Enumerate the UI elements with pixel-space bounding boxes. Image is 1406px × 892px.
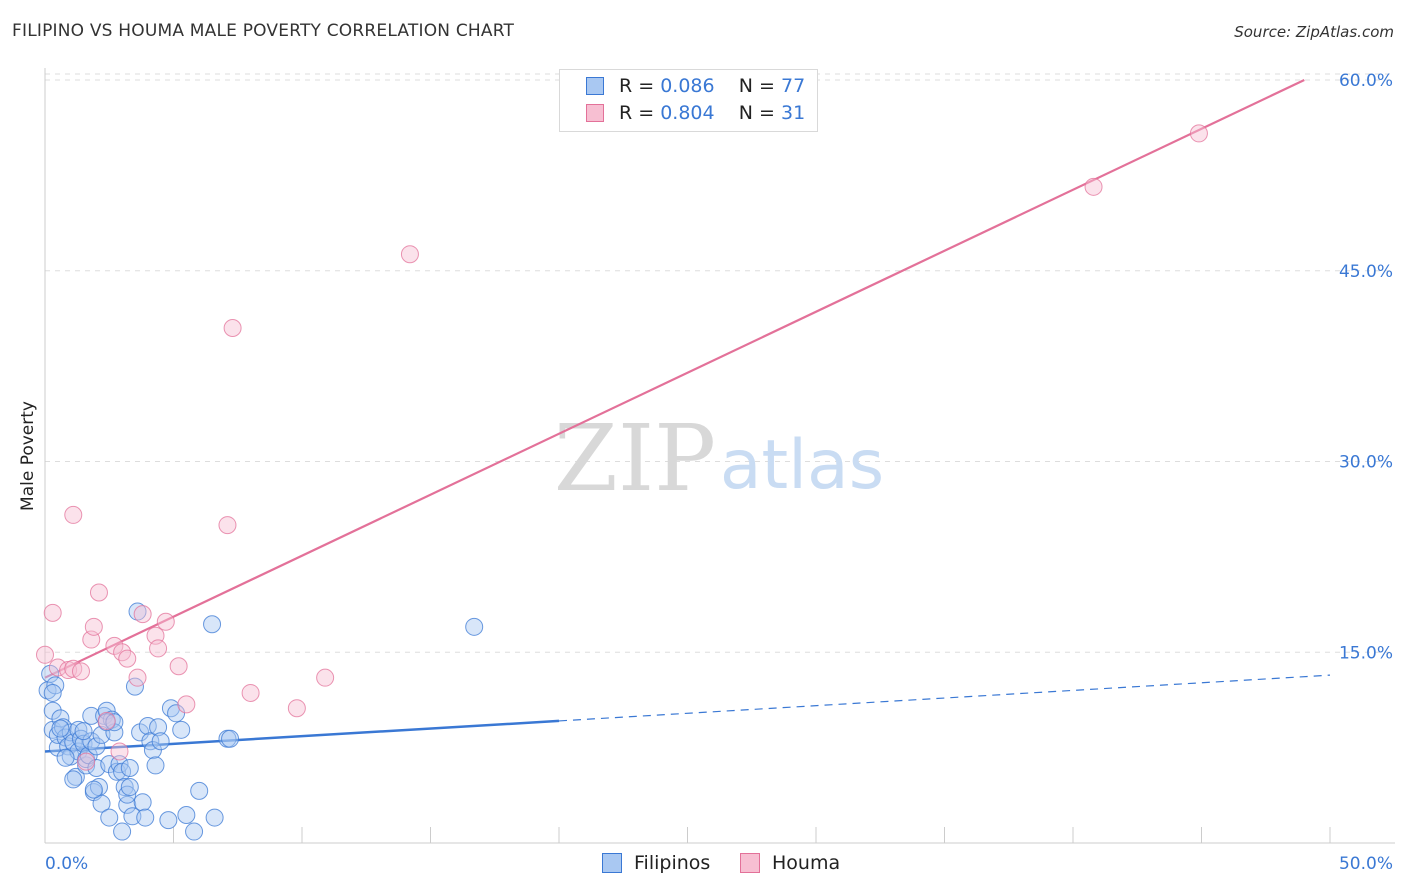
watermark-zip: ZIP — [554, 405, 716, 512]
watermark-atlas: atlas — [720, 426, 884, 505]
point-houma — [71, 662, 90, 681]
legend-n-label: N = — [738, 75, 775, 97]
point-filipinos — [167, 704, 186, 723]
point-houma — [84, 617, 103, 636]
point-houma — [48, 658, 67, 677]
point-filipinos — [190, 781, 209, 800]
point-filipinos — [43, 683, 62, 702]
chart-source: Source: ZipAtlas.com — [1234, 23, 1394, 41]
bottom-legend-swatch-filipinos — [602, 853, 622, 873]
point-filipinos — [118, 795, 137, 814]
point-filipinos — [56, 748, 75, 767]
point-filipinos — [64, 770, 83, 789]
chart-title: FILIPINO VS HOUMA MALE POVERTY CORRELATI… — [12, 21, 515, 41]
point-filipinos — [82, 732, 101, 751]
point-filipinos — [136, 808, 155, 827]
legend-r-value-houma: 0.804 — [660, 102, 715, 124]
point-filipinos — [100, 808, 119, 827]
point-houma — [77, 752, 96, 771]
point-filipinos — [113, 822, 132, 841]
point-houma — [97, 711, 116, 730]
point-houma — [218, 516, 237, 535]
point-filipinos — [84, 780, 103, 799]
point-filipinos — [133, 793, 152, 812]
point-filipinos — [161, 699, 180, 718]
point-filipinos — [120, 758, 139, 777]
legend-r-label: R = — [619, 75, 655, 97]
point-houma — [133, 605, 152, 624]
point-houma — [169, 657, 188, 676]
point-houma — [149, 639, 168, 658]
point-houma — [1084, 177, 1103, 196]
legend-swatch-filipinos — [586, 77, 604, 95]
point-filipinos — [205, 808, 224, 827]
point-filipinos — [120, 778, 139, 797]
point-houma — [64, 505, 83, 524]
bottom-legend-label-filipinos: Filipinos — [634, 852, 711, 874]
point-houma — [105, 636, 124, 655]
legend-r-label: R = — [619, 102, 655, 124]
x-tick-label-min: 0.0% — [45, 854, 88, 874]
y-tick-label: 60.0% — [1339, 71, 1393, 91]
point-filipinos — [66, 767, 85, 786]
point-filipinos — [203, 615, 222, 634]
bottom-legend-swatch-houma — [740, 853, 760, 873]
point-filipinos — [51, 719, 70, 738]
point-filipinos — [151, 732, 170, 751]
point-houma — [400, 245, 419, 264]
point-filipinos — [92, 794, 111, 813]
point-houma — [241, 683, 260, 702]
y-tick-label: 45.0% — [1339, 262, 1393, 282]
point-filipinos — [172, 720, 191, 739]
point-filipinos — [77, 756, 96, 775]
point-houma — [118, 649, 137, 668]
point-houma — [177, 695, 196, 714]
point-houma — [36, 645, 54, 664]
point-filipinos — [149, 718, 168, 737]
point-houma — [128, 668, 147, 687]
point-filipinos — [105, 713, 124, 732]
point-filipinos — [177, 806, 196, 825]
bottom-legend-label-houma: Houma — [772, 852, 841, 874]
trendline-filipinos — [44, 719, 560, 753]
point-filipinos — [41, 664, 60, 683]
y-tick-label: 15.0% — [1339, 643, 1393, 663]
legend-swatch-houma — [586, 104, 604, 122]
legend-n-value-filipinos: 77 — [781, 75, 806, 97]
point-houma — [156, 612, 175, 631]
point-houma — [316, 668, 335, 687]
correlation-legend: R = 0.086 N = 77 R = 0.804 N = 31 — [559, 69, 818, 132]
point-filipinos — [185, 822, 204, 841]
y-tick-label: 30.0% — [1339, 453, 1393, 473]
point-houma — [110, 742, 129, 761]
point-houma — [89, 583, 108, 602]
point-filipinos — [74, 722, 93, 741]
point-filipinos — [159, 811, 178, 830]
point-filipinos — [465, 617, 484, 636]
point-houma — [1189, 124, 1208, 143]
point-filipinos — [128, 602, 147, 621]
point-filipinos — [131, 723, 150, 742]
point-filipinos — [221, 729, 240, 748]
legend-n-value-houma: 31 — [781, 102, 806, 124]
legend-n-label: N = — [738, 102, 775, 124]
point-houma — [287, 699, 306, 718]
trendline-houma — [44, 79, 1305, 679]
point-filipinos — [146, 756, 165, 775]
point-filipinos — [43, 701, 62, 720]
trendline-filipinos-projection — [558, 674, 1331, 722]
point-houma — [43, 603, 62, 622]
point-houma — [223, 318, 242, 337]
legend-r-value-filipinos: 0.086 — [660, 75, 715, 97]
x-tick-label-max: 50.0% — [1339, 854, 1393, 874]
point-filipinos — [123, 807, 142, 826]
point-filipinos — [87, 737, 106, 756]
